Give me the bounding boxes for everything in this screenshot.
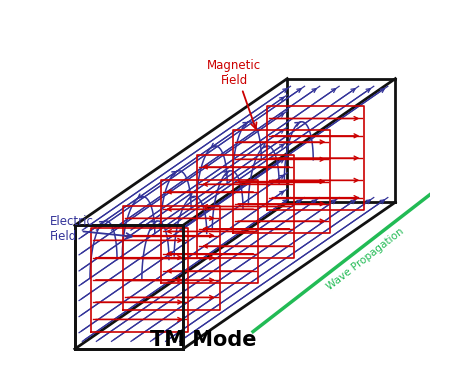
Text: TM Mode: TM Mode: [150, 330, 256, 350]
Text: Electric
Field: Electric Field: [50, 215, 93, 243]
Text: Magnetic
Field: Magnetic Field: [207, 59, 261, 87]
Text: Wave Propagation: Wave Propagation: [325, 226, 406, 292]
